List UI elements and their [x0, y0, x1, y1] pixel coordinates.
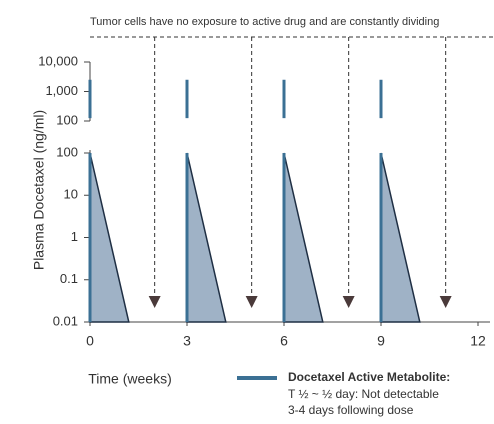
arrow-head: [148, 296, 161, 308]
x-tick-label: 3: [183, 333, 191, 349]
x-tick-label: 6: [280, 333, 288, 349]
x-tick-label: 12: [470, 333, 486, 349]
arrow-head: [439, 296, 452, 308]
y-tick-label: 1: [71, 229, 78, 244]
decay-area: [89, 152, 130, 323]
x-axis-label: Time (weeks): [88, 371, 172, 387]
y-axis-label: Plasma Docetaxel (ng/ml): [31, 110, 47, 270]
y-tick-label: 1,000: [45, 83, 78, 98]
x-tick-label: 0: [86, 333, 94, 349]
legend-note: 3-4 days following dose: [288, 403, 414, 417]
y-tick-label: 10: [64, 187, 78, 202]
decay-area: [186, 152, 227, 323]
arrow-head: [342, 296, 355, 308]
legend-label: Docetaxel Active Metabolite:: [288, 370, 450, 384]
decay-area: [283, 152, 324, 323]
y-tick-label: 100: [56, 112, 78, 127]
y-tick-label: 10,000: [38, 53, 78, 68]
y-tick-label: 0.01: [53, 313, 78, 328]
arrow-head: [245, 296, 258, 308]
y-tick-label: 0.1: [60, 271, 78, 286]
legend-note: T ½ ~ ½ day: Not detectable: [288, 387, 439, 401]
x-tick-label: 9: [377, 333, 385, 349]
annotation: Tumor cells have no exposure to active d…: [90, 16, 439, 28]
y-tick-label: 100: [56, 144, 78, 159]
decay-area: [380, 152, 421, 323]
